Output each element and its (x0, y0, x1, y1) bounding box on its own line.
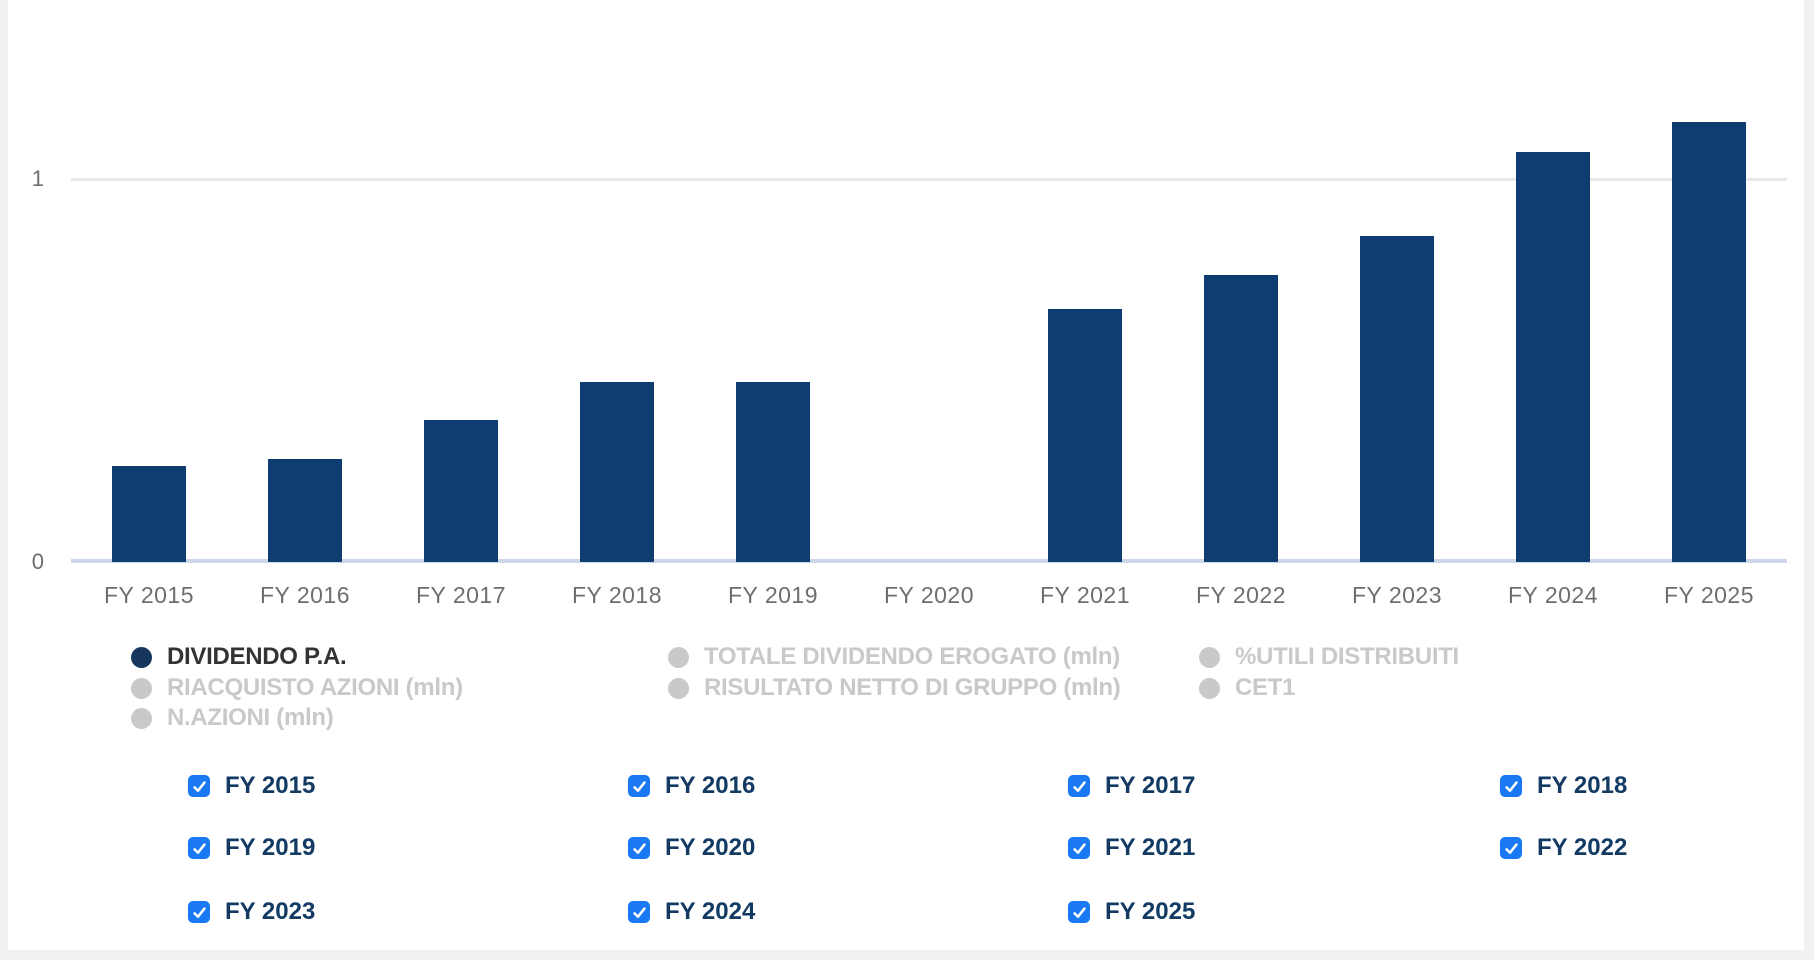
x-axis-label: FY 2022 (1195, 582, 1287, 608)
legend-item-dividendo-p-a[interactable]: DIVIDENDO P.A. (131, 642, 347, 672)
bar-fy-2018[interactable] (580, 382, 654, 562)
check-icon (1504, 780, 1518, 792)
bar-fy-2017[interactable] (424, 420, 498, 562)
year-filter-fy-2015[interactable]: FY 2015 (188, 772, 316, 799)
x-axis-label: FY 2017 (415, 582, 507, 608)
year-filter-fy-2019[interactable]: FY 2019 (188, 834, 316, 861)
bar-fy-2021[interactable] (1048, 309, 1122, 562)
check-icon (632, 780, 646, 792)
bar-fy-2025[interactable] (1672, 122, 1746, 562)
x-axis-baseline (71, 559, 1787, 563)
check-icon (192, 842, 206, 854)
year-filter-fy-2021[interactable]: FY 2021 (1068, 834, 1196, 861)
year-filter-label: FY 2023 (225, 898, 316, 925)
year-filter-label: FY 2017 (1105, 772, 1196, 799)
year-filter-label: FY 2024 (665, 898, 756, 925)
checkbox-fy-2020[interactable] (628, 837, 650, 859)
check-icon (1072, 906, 1086, 918)
checkbox-fy-2025[interactable] (1068, 901, 1090, 923)
check-icon (632, 906, 646, 918)
legend-item-label: %UTILI DISTRIBUITI (1235, 643, 1459, 670)
check-icon (1504, 842, 1518, 854)
bar-fy-2015[interactable] (112, 466, 186, 562)
legend-marker-dot (1199, 677, 1220, 699)
legend-item-label: DIVIDENDO P.A. (167, 643, 347, 670)
legend-item-label: CET1 (1235, 674, 1296, 701)
x-axis-label: FY 2025 (1663, 582, 1755, 608)
checkbox-fy-2023[interactable] (188, 901, 210, 923)
legend-marker-dot (131, 707, 152, 729)
bar-fy-2016[interactable] (268, 459, 342, 562)
checkbox-fy-2019[interactable] (188, 837, 210, 859)
check-icon (1072, 780, 1086, 792)
x-axis-label: FY 2016 (259, 582, 351, 608)
y-axis-tick-label: 1 (31, 166, 44, 191)
legend-marker-dot (668, 677, 689, 699)
x-axis-label: FY 2019 (727, 582, 819, 608)
check-icon (192, 780, 206, 792)
legend-item-totale-dividendo-erogato-mln[interactable]: TOTALE DIVIDENDO EROGATO (mln) (668, 642, 1120, 672)
legend-item-label: RISULTATO NETTO DI GRUPPO (mln) (704, 674, 1121, 701)
checkbox-fy-2021[interactable] (1068, 837, 1090, 859)
checkbox-fy-2024[interactable] (628, 901, 650, 923)
year-filter-fy-2024[interactable]: FY 2024 (628, 898, 756, 925)
year-filter-fy-2025[interactable]: FY 2025 (1068, 898, 1196, 925)
checkbox-fy-2017[interactable] (1068, 775, 1090, 797)
check-icon (1072, 842, 1086, 854)
legend-item-label: RIACQUISTO AZIONI (mln) (167, 674, 463, 701)
legend-item-cet1[interactable]: CET1 (1199, 673, 1295, 703)
x-axis-label: FY 2020 (883, 582, 975, 608)
gridline-y-1 (71, 178, 1787, 181)
bar-fy-2022[interactable] (1204, 275, 1278, 562)
year-filter-fy-2018[interactable]: FY 2018 (1500, 772, 1628, 799)
legend-item-utili-distribuiti[interactable]: %UTILI DISTRIBUITI (1199, 642, 1459, 672)
legend-marker-dot (131, 646, 152, 668)
year-filter-fy-2020[interactable]: FY 2020 (628, 834, 756, 861)
legend-item-label: TOTALE DIVIDENDO EROGATO (mln) (704, 643, 1120, 670)
legend-item-n-azioni-mln[interactable]: N.AZIONI (mln) (131, 703, 334, 733)
year-filter-fy-2022[interactable]: FY 2022 (1500, 834, 1628, 861)
year-filter-label: FY 2019 (225, 834, 316, 861)
year-filter-label: FY 2018 (1537, 772, 1628, 799)
legend-item-risultato-netto-di-gruppo-mln[interactable]: RISULTATO NETTO DI GRUPPO (mln) (668, 673, 1121, 703)
x-axis-label: FY 2021 (1039, 582, 1131, 608)
x-axis-label: FY 2024 (1507, 582, 1599, 608)
x-axis-label: FY 2018 (571, 582, 663, 608)
checkbox-fy-2018[interactable] (1500, 775, 1522, 797)
year-filter-label: FY 2020 (665, 834, 756, 861)
x-axis-label: FY 2015 (103, 582, 195, 608)
checkbox-fy-2016[interactable] (628, 775, 650, 797)
year-filter-fy-2016[interactable]: FY 2016 (628, 772, 756, 799)
legend-item-riacquisto-azioni-mln[interactable]: RIACQUISTO AZIONI (mln) (131, 673, 463, 703)
bar-fy-2023[interactable] (1360, 236, 1434, 562)
legend-marker-dot (131, 677, 152, 699)
year-filter-label: FY 2016 (665, 772, 756, 799)
y-axis-tick-label: 0 (31, 549, 44, 574)
year-filter-label: FY 2021 (1105, 834, 1196, 861)
year-filter-label: FY 2025 (1105, 898, 1196, 925)
check-icon (632, 842, 646, 854)
check-icon (192, 906, 206, 918)
x-axis-label: FY 2023 (1351, 582, 1443, 608)
legend-marker-dot (668, 646, 689, 668)
bar-fy-2019[interactable] (736, 382, 810, 562)
year-filter-fy-2017[interactable]: FY 2017 (1068, 772, 1196, 799)
year-filter-label: FY 2015 (225, 772, 316, 799)
legend-marker-dot (1199, 646, 1220, 668)
year-filter-fy-2023[interactable]: FY 2023 (188, 898, 316, 925)
legend-item-label: N.AZIONI (mln) (167, 704, 334, 731)
year-filter-label: FY 2022 (1537, 834, 1628, 861)
checkbox-fy-2022[interactable] (1500, 837, 1522, 859)
checkbox-fy-2015[interactable] (188, 775, 210, 797)
bar-fy-2024[interactable] (1516, 152, 1590, 562)
